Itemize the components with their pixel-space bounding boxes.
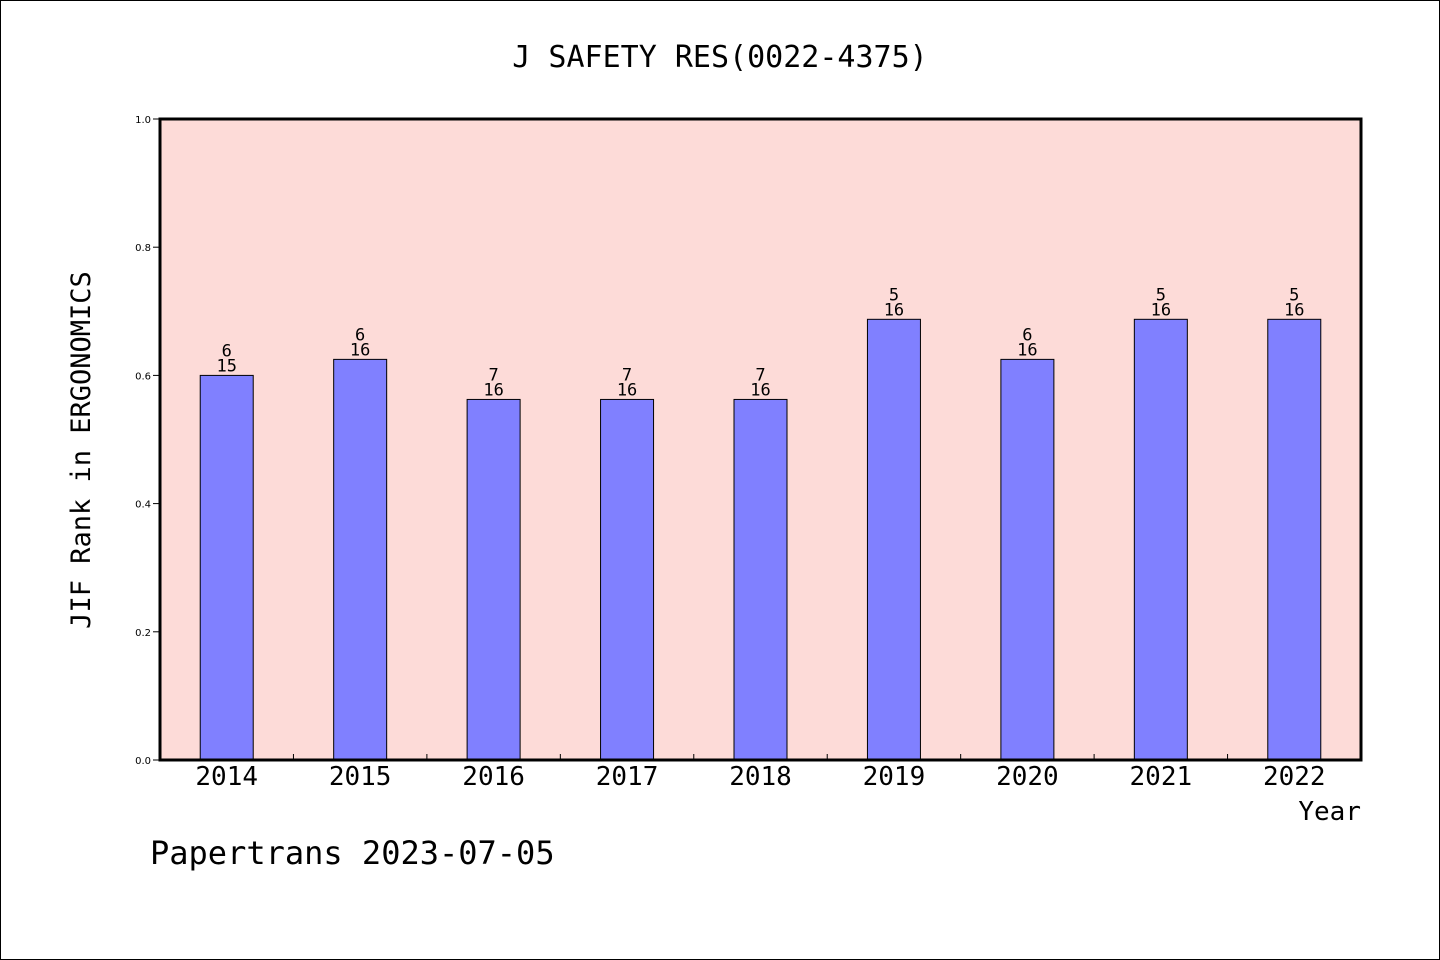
y-tick-label: 0.8	[135, 243, 151, 254]
y-tick-label: 1.0	[135, 115, 151, 126]
bar-total-label: 16	[617, 380, 637, 400]
bar-2019	[866, 318, 921, 761]
x-tick-label: 2022	[1263, 762, 1326, 792]
x-tick-label: 2015	[329, 762, 392, 792]
bar-rank-label: 5	[1156, 285, 1166, 305]
plot-border	[158, 117, 1363, 762]
y-axis: 0.0 0.2 0.4 0.6 0.8 1.0	[135, 115, 160, 767]
bar-rank-label: 6	[222, 341, 232, 361]
bar-rank-label: 5	[889, 285, 899, 305]
x-tick-label: 2014	[195, 762, 258, 792]
bar-total-label: 16	[884, 300, 904, 320]
footer-credit: Papertrans 2023-07-05	[150, 834, 555, 872]
bar-rank-label: 7	[488, 365, 498, 385]
y-axis-label: JIF Rank in ERGONOMICS	[66, 271, 97, 629]
chart-title: J SAFETY RES(0022-4375)	[512, 40, 927, 75]
bar-total-label: 16	[750, 380, 770, 400]
bar-2017	[600, 398, 655, 761]
bar-total-label: 16	[1284, 300, 1304, 320]
x-axis: 2014 2015 2016 2017 2018 2019 2020 2021 2022	[195, 754, 1326, 792]
bar-2018	[733, 398, 788, 761]
y-tick-label: 0.4	[135, 500, 151, 511]
bar-total-label: 16	[483, 380, 503, 400]
bar-2021	[1133, 318, 1188, 761]
bar-rank-label: 7	[755, 365, 765, 385]
y-tick-label: 0.0	[135, 756, 151, 767]
x-tick-label: 2019	[863, 762, 926, 792]
x-tick-label: 2017	[596, 762, 659, 792]
bar-rank-label: 5	[1289, 285, 1299, 305]
bar-total-label: 16	[1151, 300, 1171, 320]
x-axis-label: Year	[1298, 797, 1361, 827]
x-tick-label: 2021	[1130, 762, 1193, 792]
bar-2015	[333, 358, 388, 761]
bar-rank-label: 7	[622, 365, 632, 385]
bar-total-label: 16	[350, 340, 370, 360]
bar-2020	[1000, 358, 1055, 761]
bar-total-label: 16	[1017, 340, 1037, 360]
bar-rank-label: 6	[1022, 325, 1032, 345]
x-tick-label: 2018	[729, 762, 792, 792]
bar-2014	[199, 374, 254, 761]
bar-2016	[466, 398, 521, 761]
bar-rank-label: 6	[355, 325, 365, 345]
bar-2022	[1267, 318, 1322, 761]
x-tick-label: 2020	[996, 762, 1059, 792]
y-tick-label: 0.2	[135, 628, 151, 639]
bar-total-label: 15	[216, 356, 236, 376]
y-tick-label: 0.6	[135, 371, 151, 382]
x-tick-label: 2016	[462, 762, 525, 792]
